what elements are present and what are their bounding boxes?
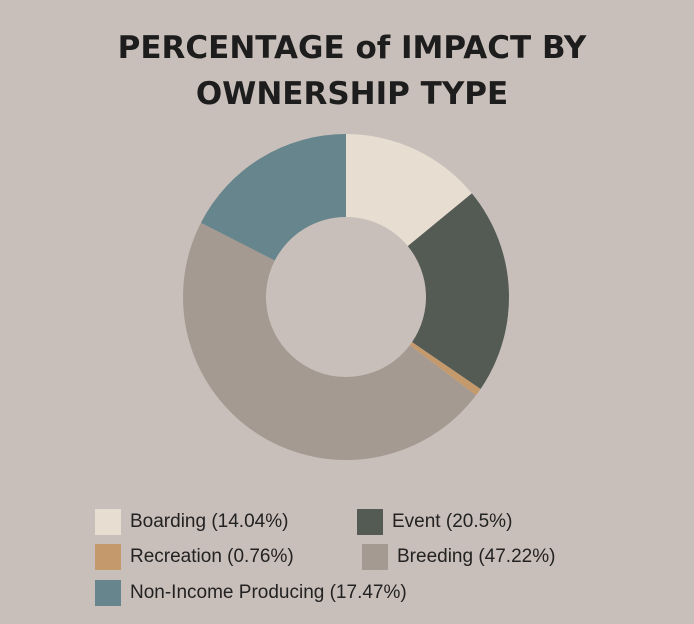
donut-slice	[407, 193, 509, 389]
chart-title: OWNERSHIP TYPE	[196, 76, 508, 112]
legend-swatch	[95, 580, 121, 606]
legend-swatch	[95, 544, 121, 570]
donut-slice	[409, 342, 481, 396]
legend-label: Non-Income Producing (17.47%)	[130, 582, 407, 603]
chart-title: PERCENTAGE of IMPACT BY	[118, 30, 587, 66]
legend-label: Recreation (0.76%)	[130, 546, 294, 567]
legend-swatch	[95, 509, 121, 535]
donut-slice	[183, 222, 477, 460]
legend-swatch	[362, 544, 388, 570]
legend-label: Event (20.5%)	[392, 511, 512, 532]
legend-label: Breeding (47.22%)	[397, 546, 555, 567]
legend-label: Boarding (14.04%)	[130, 511, 288, 532]
donut-slice	[200, 134, 346, 261]
legend-swatch	[357, 509, 383, 535]
donut-slice	[346, 134, 472, 247]
